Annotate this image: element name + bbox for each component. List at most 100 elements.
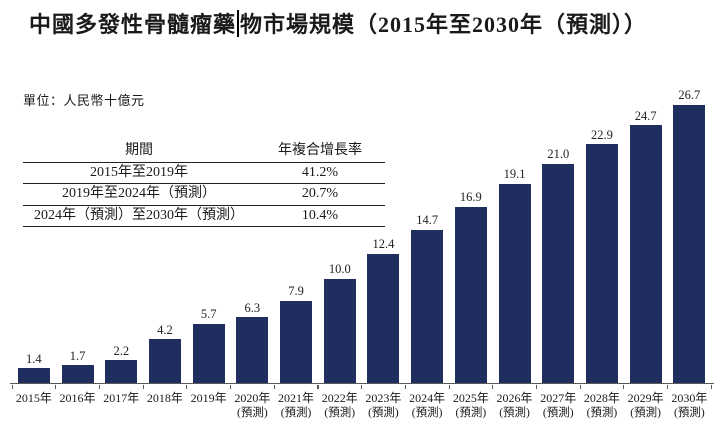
bar-2026年 bbox=[498, 183, 531, 383]
bar-2019年 bbox=[192, 323, 225, 383]
table-cell-period: 2024年（預測）至2030年（預測） bbox=[34, 207, 244, 223]
bar-2020年 bbox=[236, 317, 269, 383]
bar-value-label: 1.4 bbox=[26, 351, 42, 366]
x-axis-forecast-note: (預測) bbox=[280, 407, 312, 419]
axis-tick bbox=[98, 384, 101, 389]
bar-value-label: 4.2 bbox=[157, 322, 173, 337]
bar-value-label: 16.9 bbox=[459, 190, 482, 205]
bar-2029年 bbox=[629, 125, 662, 383]
x-axis-label: 2030年 (預測) bbox=[662, 391, 716, 421]
bar-value-label: 7.9 bbox=[288, 284, 304, 299]
x-axis-label: 2018年 bbox=[138, 391, 192, 406]
axis-tick bbox=[535, 384, 538, 389]
x-axis-label: 2021年 (預測) bbox=[269, 391, 323, 421]
bar-value-label: 12.4 bbox=[372, 237, 395, 252]
x-axis-label: 2023年 (預測) bbox=[356, 391, 410, 421]
bar-value-label: 24.7 bbox=[634, 108, 657, 123]
axis-tick bbox=[55, 384, 57, 389]
bar-value-label: 5.7 bbox=[200, 307, 217, 322]
axis-tick bbox=[579, 384, 581, 389]
x-axis-year: 2027年 bbox=[540, 391, 577, 405]
bar-2028年 bbox=[585, 144, 618, 383]
table-row: 2015年至2019年 41.2% bbox=[23, 163, 385, 184]
x-axis-label: 2029年 (預測) bbox=[619, 391, 673, 421]
bar-2022年 bbox=[323, 278, 356, 383]
bar-2024年 bbox=[411, 229, 444, 383]
axis-tick bbox=[11, 384, 13, 389]
x-axis-year: 2021年 bbox=[278, 391, 315, 405]
x-axis-label: 2022年 (預測) bbox=[313, 391, 367, 421]
axis-tick bbox=[623, 384, 625, 389]
axis-tick bbox=[186, 384, 188, 389]
x-axis-forecast-note: (預測) bbox=[411, 407, 443, 419]
table-header-period: 期間 bbox=[125, 143, 153, 158]
x-axis-year: 2022年 bbox=[321, 391, 358, 405]
x-axis-label: 2026年 (預測) bbox=[488, 391, 542, 421]
bar-2018年 bbox=[148, 339, 181, 383]
axis-tick bbox=[230, 384, 232, 389]
x-axis-year: 2018年 bbox=[146, 391, 183, 405]
x-axis-label: 2020年 (預測) bbox=[225, 391, 279, 421]
bar-2015年 bbox=[17, 368, 50, 383]
x-axis-label: 2017年 bbox=[94, 391, 148, 406]
cagr-table-header: 期間 年複合增長率 bbox=[23, 142, 385, 163]
bar-2021年 bbox=[280, 300, 313, 383]
x-axis-forecast-note: (預測) bbox=[542, 407, 574, 419]
bar-2025年 bbox=[454, 206, 487, 383]
table-cell-cagr: 10.4% bbox=[301, 207, 339, 223]
bar-value-label: 21.0 bbox=[547, 147, 570, 162]
axis-tick bbox=[317, 384, 319, 389]
bar-value-label: 10.0 bbox=[328, 262, 351, 277]
table-cell-cagr: 20.7% bbox=[301, 186, 339, 201]
x-axis-year: 2024年 bbox=[409, 391, 446, 405]
x-axis-forecast-note: (預測) bbox=[324, 407, 356, 419]
bar-2030年 bbox=[673, 104, 706, 383]
text-caret-divider bbox=[237, 9, 240, 37]
axis-tick bbox=[448, 384, 450, 389]
unit-label: 單位：人民幣十億元 bbox=[23, 93, 145, 108]
x-axis-forecast-note: (預測) bbox=[368, 407, 399, 419]
x-axis-label: 2027年 (預測) bbox=[531, 391, 585, 421]
x-axis-label: 2024年 (預測) bbox=[400, 391, 454, 421]
x-axis-forecast-note: (預測) bbox=[630, 407, 661, 419]
bar-value-label: 26.7 bbox=[678, 88, 701, 103]
x-axis-label: 2025年 (預測) bbox=[444, 391, 498, 421]
axis-tick bbox=[710, 384, 712, 389]
bar-value-label: 2.2 bbox=[113, 343, 130, 358]
x-axis-line bbox=[10, 383, 714, 385]
title-text-right: 物市場規模（2015年至2030年（預測）） bbox=[240, 12, 648, 37]
table-row: 2024年（預測）至2030年（預測） 10.4% bbox=[23, 206, 385, 227]
table-cell-period: 2015年至2019年 bbox=[90, 164, 188, 180]
bar-2017年 bbox=[105, 360, 138, 383]
x-axis-year: 2023年 bbox=[365, 391, 402, 405]
x-axis-year: 2030年 bbox=[671, 391, 708, 405]
x-axis-forecast-note: (預測) bbox=[586, 407, 618, 419]
axis-tick bbox=[142, 384, 144, 389]
x-axis-year: 2016年 bbox=[59, 391, 96, 405]
x-axis-year: 2019年 bbox=[190, 391, 227, 405]
x-axis-year: 2015年 bbox=[15, 391, 52, 405]
table-row: 2019年至2024年（預測） 20.7% bbox=[23, 184, 385, 206]
axis-tick bbox=[404, 384, 406, 389]
x-axis-label: 2016年 bbox=[51, 391, 105, 406]
x-axis-forecast-note: (預測) bbox=[237, 407, 268, 419]
axis-tick bbox=[492, 384, 494, 389]
x-axis-year: 2026年 bbox=[496, 391, 533, 405]
axis-tick bbox=[273, 384, 275, 389]
x-axis-label: 2028年 (預測) bbox=[575, 391, 629, 421]
x-axis-forecast-note: (預測) bbox=[455, 407, 487, 419]
x-axis-year: 2025年 bbox=[452, 391, 489, 405]
page-title: 中國多發性骨髓瘤藥 物市場規模（2015年至2030年（預測）） bbox=[29, 7, 647, 39]
x-axis-label: 2019年 bbox=[182, 391, 236, 406]
bar-value-label: 19.1 bbox=[503, 167, 526, 182]
table-cell-period: 2019年至2024年（預測） bbox=[62, 186, 216, 201]
axis-tick bbox=[361, 384, 363, 389]
bar-2027年 bbox=[542, 163, 575, 383]
bar-value-label: 22.9 bbox=[591, 127, 613, 142]
x-axis-label: 2015年 bbox=[7, 391, 61, 406]
x-axis-forecast-note: (預測) bbox=[674, 407, 705, 419]
table-cell-cagr: 41.2% bbox=[301, 164, 339, 180]
bar-value-label: 14.7 bbox=[416, 213, 439, 228]
bar-2016年 bbox=[61, 365, 94, 383]
